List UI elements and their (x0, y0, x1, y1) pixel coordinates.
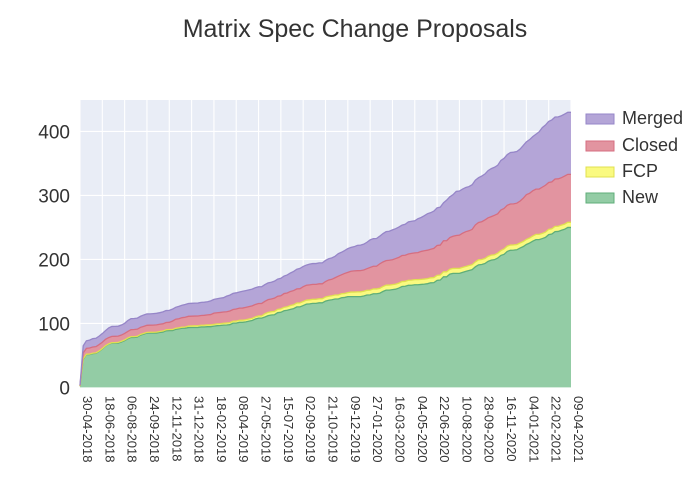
svg-text:Closed: Closed (622, 135, 678, 155)
svg-text:04-01-2021: 04-01-2021 (526, 396, 541, 463)
svg-text:24-09-2018: 24-09-2018 (147, 396, 162, 463)
svg-text:09-04-2021: 09-04-2021 (571, 396, 586, 463)
svg-text:16-11-2020: 16-11-2020 (504, 396, 519, 462)
svg-text:08-04-2019: 08-04-2019 (236, 396, 251, 463)
svg-text:12-11-2018: 12-11-2018 (169, 396, 184, 462)
svg-text:0: 0 (59, 378, 70, 399)
svg-text:31-12-2018: 31-12-2018 (192, 396, 207, 463)
svg-text:06-08-2018: 06-08-2018 (125, 396, 140, 463)
svg-text:27-05-2019: 27-05-2019 (259, 396, 274, 463)
svg-text:New: New (622, 187, 659, 207)
svg-text:02-09-2019: 02-09-2019 (303, 396, 318, 463)
svg-text:30-04-2018: 30-04-2018 (80, 396, 95, 463)
svg-text:200: 200 (38, 250, 70, 271)
svg-text:22-06-2020: 22-06-2020 (437, 396, 452, 463)
svg-text:16-03-2020: 16-03-2020 (392, 396, 407, 463)
svg-text:15-07-2019: 15-07-2019 (281, 396, 296, 463)
svg-text:Merged: Merged (622, 108, 683, 128)
svg-text:04-05-2020: 04-05-2020 (415, 396, 430, 463)
svg-text:28-09-2020: 28-09-2020 (482, 396, 497, 462)
svg-text:FCP: FCP (622, 161, 658, 181)
svg-text:10-08-2020: 10-08-2020 (459, 396, 474, 463)
svg-text:27-01-2020: 27-01-2020 (370, 396, 385, 463)
svg-text:400: 400 (38, 122, 70, 143)
svg-text:100: 100 (38, 314, 70, 335)
svg-text:22-02-2021: 22-02-2021 (549, 396, 564, 463)
svg-text:300: 300 (38, 186, 70, 207)
svg-text:21-10-2019: 21-10-2019 (326, 396, 341, 463)
svg-text:18-06-2018: 18-06-2018 (102, 396, 117, 463)
svg-text:09-12-2019: 09-12-2019 (348, 396, 363, 463)
svg-text:18-02-2019: 18-02-2019 (214, 396, 229, 463)
